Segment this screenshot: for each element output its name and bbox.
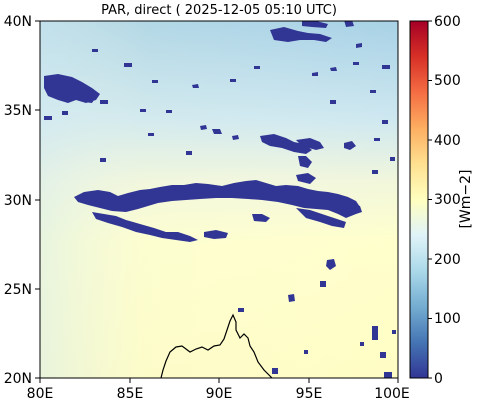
y-tick-label: 30N bbox=[4, 193, 32, 209]
x-tick-label: 85E bbox=[117, 386, 144, 402]
colorbar-label: [Wm−2] bbox=[458, 169, 474, 228]
colorbar-tick-label: 100 bbox=[434, 311, 461, 327]
colorbar-tick-label: 500 bbox=[434, 73, 461, 89]
map-title: PAR, direct ( 2025-12-05 05:10 UTC) bbox=[101, 3, 337, 18]
x-tick-label: 100E bbox=[374, 386, 410, 402]
coastline bbox=[160, 313, 273, 378]
colorbar-tick-label: 300 bbox=[434, 192, 461, 208]
y-axis: 40N 35N 30N 25N 20N bbox=[4, 14, 40, 387]
colorbar-tick-label: 0 bbox=[434, 371, 443, 387]
x-tick-label: 95E bbox=[296, 386, 323, 402]
x-axis: 80E 85E 90E 95E 100E bbox=[27, 378, 410, 402]
y-tick-label: 40N bbox=[4, 14, 32, 30]
colorbar-tick-label: 200 bbox=[434, 252, 461, 268]
colorbar-tick-label: 400 bbox=[434, 133, 461, 149]
y-tick-label: 20N bbox=[4, 371, 32, 387]
map-panel bbox=[40, 21, 398, 378]
cloud-mask bbox=[44, 21, 396, 378]
colorbar-tick-label: 600 bbox=[434, 14, 461, 30]
x-tick-label: 80E bbox=[27, 386, 54, 402]
y-tick-label: 25N bbox=[4, 282, 32, 298]
y-tick-label: 35N bbox=[4, 103, 32, 119]
colorbar-gradient bbox=[409, 20, 429, 379]
colorbar: 600 500 400 300 200 100 0 [Wm−2] bbox=[409, 14, 474, 387]
x-tick-label: 90E bbox=[206, 386, 233, 402]
